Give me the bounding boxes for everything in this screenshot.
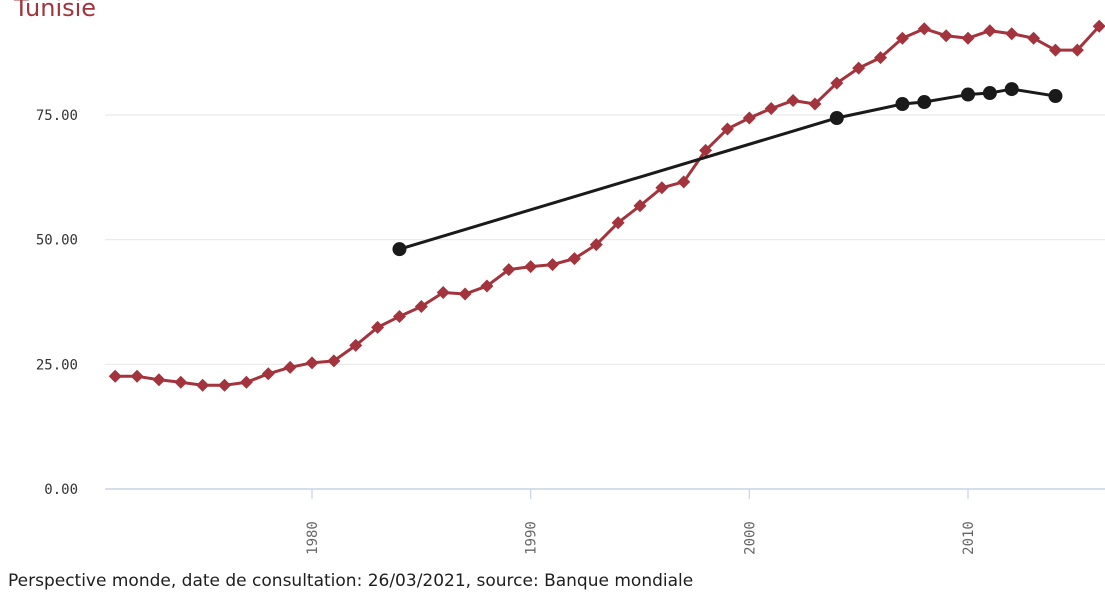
line-chart: 0.00 25.00 50.00 75.00 1980 1990 2000 2010	[36, 19, 1105, 555]
data-point-diamond	[786, 94, 800, 108]
data-point-diamond	[808, 97, 822, 111]
data-point-diamond	[1048, 43, 1062, 57]
data-point-diamond	[546, 258, 560, 272]
data-point-diamond	[939, 29, 953, 43]
y-tick-label: 75.00	[36, 108, 78, 124]
data-point-diamond	[611, 216, 625, 230]
x-tick-label: 2000	[742, 521, 758, 555]
y-tick-label: 0.00	[44, 482, 78, 498]
data-point-diamond	[589, 238, 603, 252]
data-point-diamond	[1070, 43, 1084, 57]
data-point-diamond	[130, 369, 144, 383]
data-point-diamond	[283, 360, 297, 374]
y-tick-label: 50.00	[36, 233, 78, 249]
y-tick-label: 25.00	[36, 357, 78, 373]
data-point-diamond	[239, 375, 253, 389]
series-lines	[108, 19, 1105, 392]
data-point-diamond	[961, 31, 975, 45]
data-point-diamond	[218, 378, 232, 392]
data-point-diamond	[524, 260, 538, 274]
gridlines	[105, 114, 1105, 490]
data-point-diamond	[371, 320, 385, 334]
data-point-diamond	[1005, 27, 1019, 41]
data-point-diamond	[677, 175, 691, 189]
data-point-diamond	[917, 22, 931, 36]
x-axis-tick-labels: 1980 1990 2000 2010	[305, 489, 977, 555]
data-point-diamond	[349, 338, 363, 352]
series-line-1	[115, 25, 1101, 387]
series-name-label: Tunisie	[14, 0, 97, 22]
data-point-diamond	[567, 252, 581, 266]
data-point-diamond	[152, 373, 166, 387]
data-point-diamond	[742, 111, 756, 125]
data-point-diamond	[895, 31, 909, 45]
data-point-diamond	[633, 199, 647, 213]
data-point-diamond	[436, 286, 450, 300]
data-point-diamond	[196, 378, 210, 392]
data-point-diamond	[458, 287, 472, 301]
data-point-circle	[1004, 82, 1019, 97]
data-point-diamond	[852, 61, 866, 75]
data-point-diamond	[1027, 31, 1041, 45]
data-point-diamond	[327, 354, 341, 368]
data-point-circle	[917, 95, 932, 110]
x-tick-label: 1990	[524, 521, 540, 555]
data-point-circle	[829, 110, 844, 125]
data-point-diamond	[108, 369, 122, 383]
data-point-diamond	[983, 24, 997, 38]
data-point-diamond	[414, 299, 428, 313]
data-point-circle	[392, 242, 407, 257]
data-point-circle	[1048, 89, 1063, 104]
data-point-diamond	[480, 279, 494, 293]
x-tick-label: 1980	[305, 521, 321, 555]
data-point-diamond	[699, 143, 713, 157]
series-line-2	[399, 87, 1056, 251]
data-point-diamond	[174, 375, 188, 389]
data-point-circle	[895, 97, 910, 112]
data-point-diamond	[305, 356, 319, 370]
x-tick-label: 2010	[961, 521, 977, 555]
data-point-diamond	[720, 122, 734, 136]
data-point-circle	[961, 87, 975, 102]
data-point-diamond	[874, 51, 888, 65]
y-axis-tick-labels: 0.00 25.00 50.00 75.00	[36, 108, 78, 498]
data-point-diamond	[392, 309, 406, 323]
data-point-circle	[982, 86, 997, 101]
data-point-diamond	[502, 263, 516, 277]
source-caption: Perspective monde, date de consultation:…	[8, 571, 694, 591]
data-point-diamond	[655, 181, 669, 195]
data-point-diamond	[1092, 19, 1105, 33]
data-point-diamond	[830, 76, 844, 90]
data-point-diamond	[764, 102, 778, 116]
data-point-diamond	[261, 367, 275, 381]
